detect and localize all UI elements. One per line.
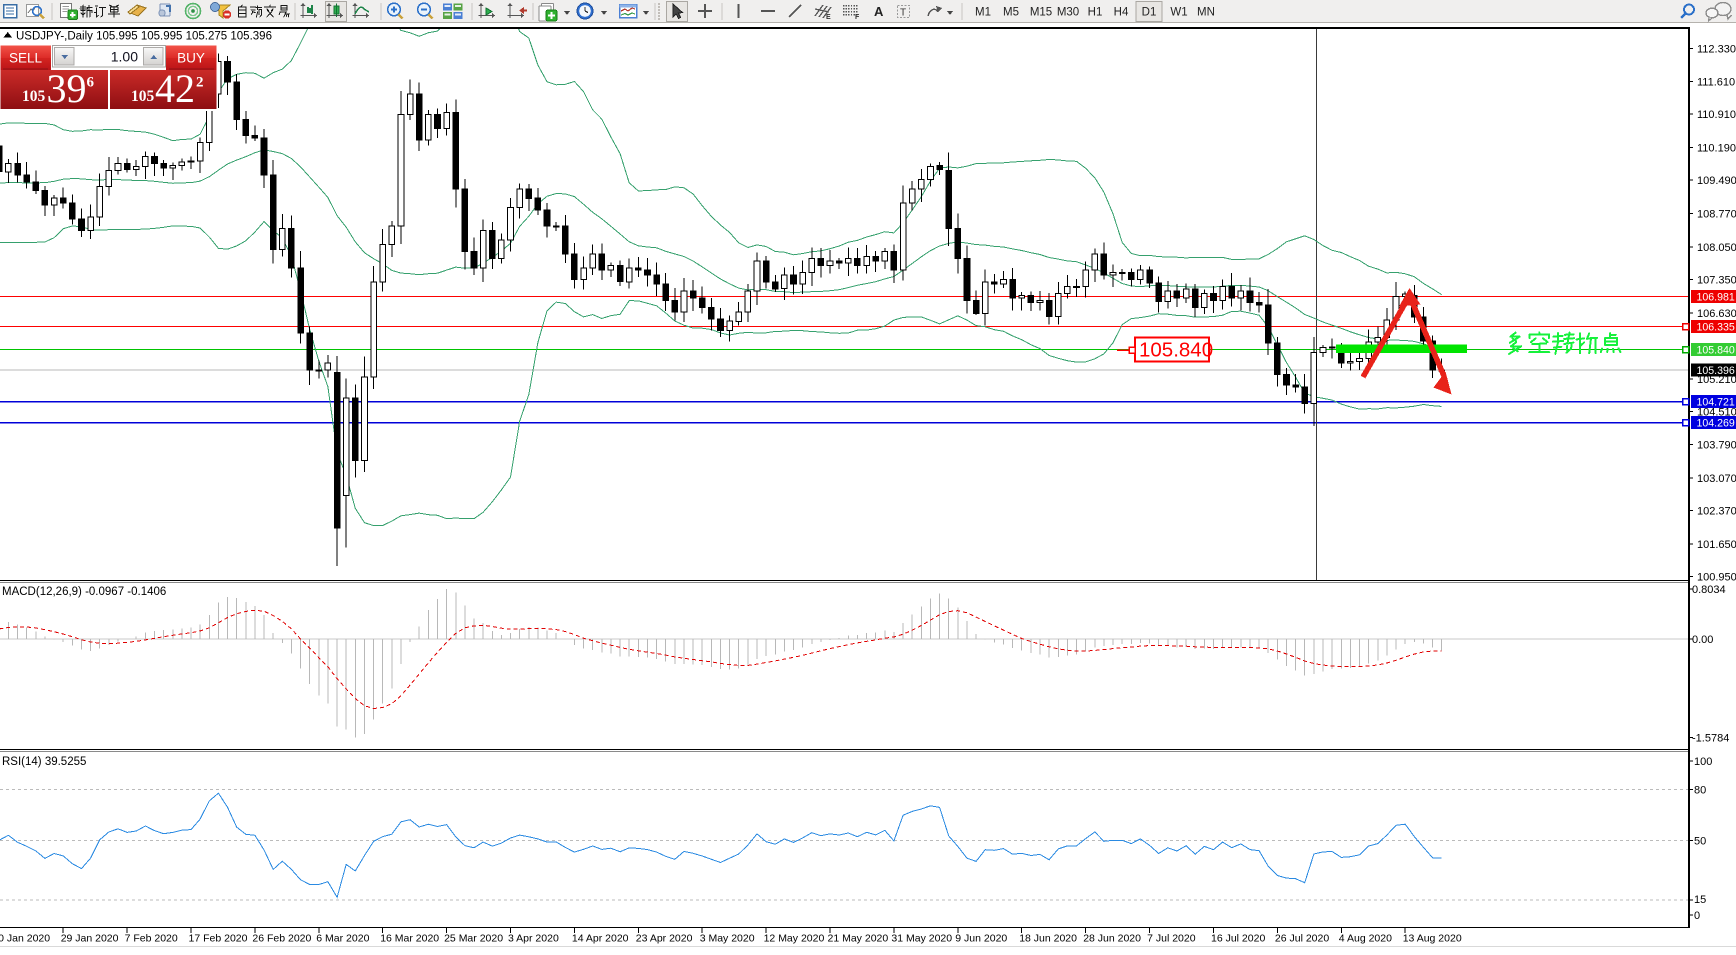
svg-text:3 Apr 2020: 3 Apr 2020 xyxy=(508,933,559,945)
svg-text:111.610: 111.610 xyxy=(1697,77,1735,89)
svg-text:M1: M1 xyxy=(975,7,991,19)
svg-text:31 May 2020: 31 May 2020 xyxy=(891,933,952,945)
svg-text:16 Jul 2020: 16 Jul 2020 xyxy=(1211,933,1265,945)
svg-text:6: 6 xyxy=(87,75,95,91)
svg-text:26 Jul 2020: 26 Jul 2020 xyxy=(1275,933,1329,945)
svg-text:9 Jun 2020: 9 Jun 2020 xyxy=(955,933,1007,945)
svg-text:BUY: BUY xyxy=(177,51,205,66)
svg-text:105: 105 xyxy=(131,88,155,105)
svg-text:105: 105 xyxy=(22,88,46,105)
svg-text:USDJPY-,Daily 105.995 105.995: USDJPY-,Daily 105.995 105.995 105.275 10… xyxy=(16,31,272,43)
svg-text:7 Jul 2020: 7 Jul 2020 xyxy=(1147,933,1196,945)
svg-text:26 Feb 2020: 26 Feb 2020 xyxy=(252,933,311,945)
svg-text:0.8034: 0.8034 xyxy=(1692,584,1726,596)
svg-text:W1: W1 xyxy=(1170,7,1187,19)
svg-text:50: 50 xyxy=(1694,836,1706,848)
svg-text:-1.5784: -1.5784 xyxy=(1692,733,1729,745)
svg-text:105.840: 105.840 xyxy=(1139,339,1213,362)
svg-text:17 Feb 2020: 17 Feb 2020 xyxy=(189,933,248,945)
svg-text:H1: H1 xyxy=(1088,7,1103,19)
svg-text:E: E xyxy=(826,14,831,21)
svg-text:D1: D1 xyxy=(1142,7,1157,19)
svg-text:106.630: 106.630 xyxy=(1697,308,1736,320)
svg-text:H4: H4 xyxy=(1114,7,1129,19)
svg-text:25 Mar 2020: 25 Mar 2020 xyxy=(444,933,503,945)
svg-text:MN: MN xyxy=(1197,7,1215,19)
svg-text:M5: M5 xyxy=(1003,7,1019,19)
svg-text:108.770: 108.770 xyxy=(1697,209,1736,221)
svg-text:110.190: 110.190 xyxy=(1697,143,1736,155)
svg-text:0.00: 0.00 xyxy=(1692,634,1713,646)
svg-text:42: 42 xyxy=(155,66,195,111)
svg-text:28 Jun 2020: 28 Jun 2020 xyxy=(1083,933,1141,945)
svg-text:4 Aug 2020: 4 Aug 2020 xyxy=(1339,933,1392,945)
svg-text:M15: M15 xyxy=(1030,7,1052,19)
svg-text:2: 2 xyxy=(196,75,204,91)
svg-text:109.490: 109.490 xyxy=(1697,175,1736,187)
svg-text:108.050: 108.050 xyxy=(1697,242,1736,254)
svg-text:F: F xyxy=(855,14,860,21)
svg-text:A: A xyxy=(874,4,884,19)
svg-text:106.981: 106.981 xyxy=(1697,291,1735,303)
svg-text:RSI(14) 39.5255: RSI(14) 39.5255 xyxy=(2,756,86,768)
svg-text:39: 39 xyxy=(47,66,87,111)
svg-text:100.950: 100.950 xyxy=(1697,572,1736,584)
svg-text:29 Jan 2020: 29 Jan 2020 xyxy=(61,933,119,945)
svg-text:13 Aug 2020: 13 Aug 2020 xyxy=(1403,933,1462,945)
svg-text:14 Apr 2020: 14 Apr 2020 xyxy=(572,933,629,945)
svg-text:102.370: 102.370 xyxy=(1697,506,1736,518)
svg-text:7 Feb 2020: 7 Feb 2020 xyxy=(125,933,178,945)
svg-text:103.790: 103.790 xyxy=(1697,440,1736,452)
svg-text:15: 15 xyxy=(1694,894,1706,906)
svg-text:107.350: 107.350 xyxy=(1697,275,1736,287)
svg-text:6 Mar 2020: 6 Mar 2020 xyxy=(316,933,369,945)
svg-text:MACD(12,26,9) -0.0967 -0.1406: MACD(12,26,9) -0.0967 -0.1406 xyxy=(2,586,166,598)
svg-text:12 May 2020: 12 May 2020 xyxy=(764,933,825,945)
svg-text:T: T xyxy=(900,8,906,19)
svg-text:20 Jan 2020: 20 Jan 2020 xyxy=(0,933,50,945)
svg-text:SELL: SELL xyxy=(9,51,43,66)
svg-text:105.396: 105.396 xyxy=(1697,365,1735,377)
svg-text:105.840: 105.840 xyxy=(1697,344,1735,356)
svg-text:16 Mar 2020: 16 Mar 2020 xyxy=(380,933,439,945)
svg-text:104.269: 104.269 xyxy=(1697,417,1735,429)
svg-text:100: 100 xyxy=(1694,756,1712,768)
svg-text:3 May 2020: 3 May 2020 xyxy=(700,933,755,945)
svg-text:1.00: 1.00 xyxy=(111,49,138,65)
svg-text:21 May 2020: 21 May 2020 xyxy=(828,933,889,945)
svg-text:18 Jun 2020: 18 Jun 2020 xyxy=(1019,933,1077,945)
svg-text:103.070: 103.070 xyxy=(1697,473,1736,485)
svg-text:106.335: 106.335 xyxy=(1697,321,1735,333)
svg-text:M30: M30 xyxy=(1057,7,1079,19)
svg-text:23 Apr 2020: 23 Apr 2020 xyxy=(636,933,693,945)
svg-text:104.721: 104.721 xyxy=(1697,396,1735,408)
svg-text:0: 0 xyxy=(1694,910,1700,922)
svg-text:80: 80 xyxy=(1694,785,1706,797)
svg-text:101.650: 101.650 xyxy=(1697,539,1736,551)
svg-text:112.330: 112.330 xyxy=(1697,43,1736,55)
svg-text:110.910: 110.910 xyxy=(1697,109,1736,121)
